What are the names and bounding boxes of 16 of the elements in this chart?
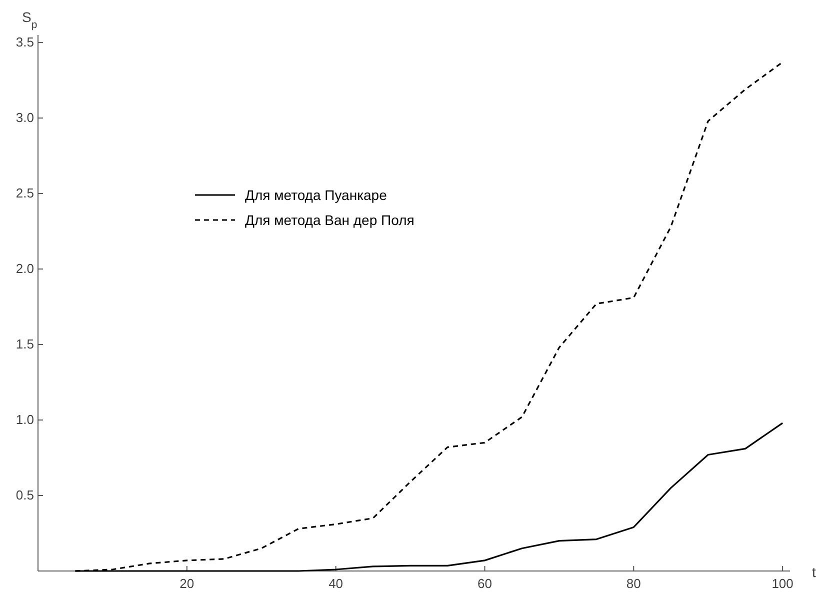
legend-label: Для метода Ван дер Поля xyxy=(245,212,414,228)
x-tick-label: 60 xyxy=(478,576,492,591)
legend-label: Для метода Пуанкаре xyxy=(245,187,388,203)
y-tick-label: 1.5 xyxy=(16,336,34,352)
x-tick-label: 20 xyxy=(180,576,194,591)
x-axis-title: t xyxy=(812,564,816,580)
x-tick-label: 40 xyxy=(328,576,344,591)
y-tick-label: 0.5 xyxy=(16,488,34,503)
y-axis-title: S$_{p}$ xyxy=(22,9,38,31)
y-tick-label: 2.0 xyxy=(16,261,34,276)
y-tick-label: 1.0 xyxy=(16,412,34,428)
y-tick-label: 3.0 xyxy=(16,110,34,126)
y-tick-label: 3.5 xyxy=(16,34,34,50)
x-tick-label: 100 xyxy=(772,576,794,591)
y-tick-label: 2.5 xyxy=(16,186,34,201)
x-tick-label: 80 xyxy=(626,576,641,591)
